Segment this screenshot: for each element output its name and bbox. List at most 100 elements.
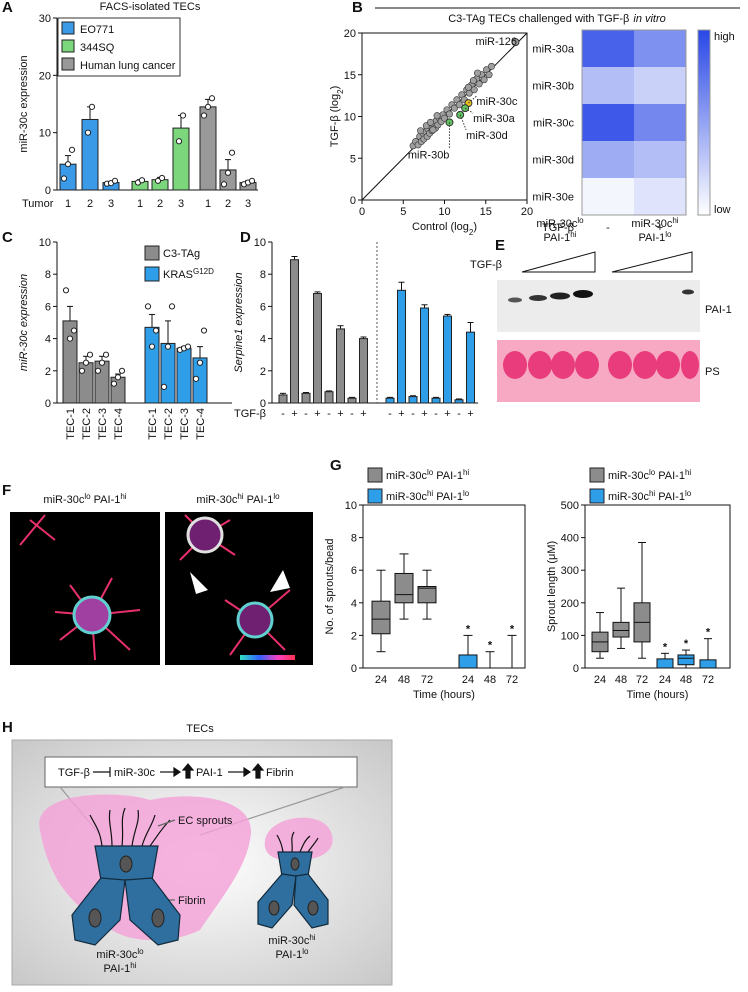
- y-axis-label: Sprout length (μM): [546, 541, 558, 632]
- legend-label: miR-30clo PAI-1hi: [608, 468, 691, 483]
- x-tick-label: +: [360, 408, 366, 420]
- blot-membrane: [497, 280, 700, 332]
- data-point: [102, 351, 110, 358]
- x-tick-label: 2: [157, 198, 163, 210]
- dose-wedge: [611, 251, 693, 273]
- data-point: [417, 127, 425, 135]
- x-tick-label: 1: [205, 198, 211, 210]
- text-part: lo: [665, 230, 672, 239]
- text-part: in vitro: [633, 13, 665, 25]
- image-title: miR-30clo PAI-1hi: [43, 492, 126, 507]
- panel-letter: H: [2, 719, 13, 736]
- x-axis-label: TGF-β: [234, 408, 266, 420]
- box: [612, 621, 630, 638]
- pathway-node: miR-30c: [114, 767, 155, 779]
- data-point: [148, 343, 156, 350]
- x-tick-label: 3: [245, 198, 251, 210]
- x-tick-label: 3: [178, 198, 184, 210]
- legend-swatch: [144, 266, 160, 282]
- x-tick-label: 0: [359, 206, 365, 218]
- panel-letter: D: [240, 229, 251, 246]
- y-tick-label: 10: [344, 112, 356, 124]
- data-point: [445, 110, 453, 118]
- data-point: [86, 351, 94, 358]
- y-tick-label: 5: [350, 153, 356, 165]
- text-part: miR-30c: [608, 491, 649, 503]
- data-point: [154, 177, 162, 184]
- cell-label: PAI-1hi: [104, 961, 137, 976]
- micrograph: [10, 512, 160, 665]
- x-tick-label: +: [421, 408, 427, 420]
- text-part: PAI-1: [544, 232, 571, 244]
- x-axis-label: Time (hours): [627, 689, 689, 701]
- leader-line: [459, 114, 467, 131]
- image-title: miR-30chi PAI-1lo: [196, 492, 280, 507]
- row-label: miR-30c: [533, 118, 574, 130]
- x-tick-label: 24: [659, 674, 671, 686]
- bar: [454, 399, 464, 404]
- text-part: ): [329, 86, 341, 90]
- data-point: [204, 103, 212, 110]
- text-part: lo: [427, 468, 434, 477]
- band: [529, 295, 547, 301]
- data-point: [64, 161, 72, 168]
- bead: [236, 601, 274, 639]
- cell-label: miR-30chi: [268, 933, 315, 948]
- data-point: [192, 375, 200, 382]
- annotation: miR-30a: [473, 113, 515, 125]
- y-tick-label: 0: [573, 663, 579, 675]
- group-label: PAI-1lo: [639, 230, 672, 245]
- text-part: PAI-1: [655, 470, 685, 482]
- column-label: +: [657, 222, 663, 234]
- x-tick-label: 72: [636, 674, 648, 686]
- text-part: miR-30c: [268, 935, 309, 947]
- x-tick-label: +: [398, 408, 404, 420]
- significance: *: [684, 638, 689, 650]
- bar: [160, 342, 176, 404]
- legend-label: C3-TAg: [163, 248, 200, 260]
- y-tick-label: 8: [351, 533, 357, 545]
- heat-cell: [634, 141, 686, 178]
- chart-title: FACS-isolated TECs: [100, 1, 201, 13]
- data-point: [138, 177, 146, 184]
- y-tick-label: 200: [561, 598, 579, 610]
- x-tick-label: 48: [398, 674, 410, 686]
- x-tick-label: 1: [137, 198, 143, 210]
- x-tick-label: 24: [594, 674, 606, 686]
- data-point: [475, 80, 483, 88]
- text-part: hi: [649, 489, 655, 498]
- y-tick-label: 20: [39, 70, 51, 82]
- text-part: PAI-1: [104, 963, 131, 975]
- data-point: [82, 359, 90, 366]
- legend-swatch: [589, 467, 605, 483]
- bar: [431, 397, 441, 404]
- x-tick-label: -: [304, 408, 308, 420]
- data-point: [111, 177, 119, 184]
- bar: [94, 360, 110, 404]
- panel-letter: G: [330, 457, 342, 474]
- x-tick-label: TEC-3: [97, 408, 109, 440]
- y-axis-label: TGF-β (log2): [329, 86, 345, 148]
- text-part: miR-30c: [608, 470, 649, 482]
- data-point: [66, 335, 74, 342]
- text-part: miR-30c: [196, 494, 237, 506]
- band: [682, 289, 694, 295]
- data-point: [473, 69, 481, 77]
- text-part: hi: [120, 492, 126, 501]
- box: [699, 659, 717, 669]
- nuclei: [88, 855, 319, 928]
- bar: [359, 338, 368, 404]
- text-part: lo: [577, 216, 584, 225]
- panel-letter: B: [352, 0, 363, 16]
- x-tick-label: +: [444, 408, 450, 420]
- legend-frame: [57, 17, 181, 77]
- heat-cell: [582, 30, 634, 67]
- x-tick-label: 1: [65, 198, 71, 210]
- pathway-node: PAI-1: [196, 767, 223, 779]
- x-tick-label: 2: [87, 198, 93, 210]
- box: [458, 654, 478, 669]
- diagram: H TECs TGF-β miR-30c PAI-1 Fibrin EC spr…: [2, 719, 393, 986]
- text-part: KRAS: [163, 269, 193, 281]
- x-tick-label: 15: [480, 206, 492, 218]
- significance: *: [706, 627, 711, 639]
